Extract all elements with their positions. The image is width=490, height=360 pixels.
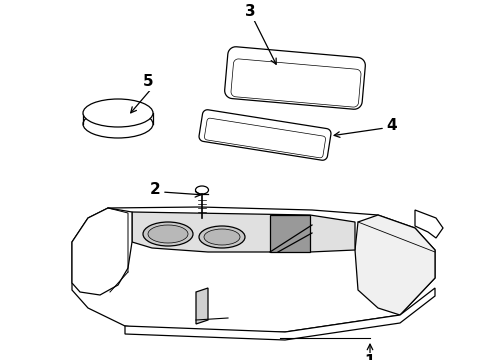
Polygon shape xyxy=(225,47,366,109)
Text: 1: 1 xyxy=(365,355,375,360)
Ellipse shape xyxy=(196,186,209,194)
Ellipse shape xyxy=(199,226,245,248)
Text: 2: 2 xyxy=(149,183,160,198)
Ellipse shape xyxy=(83,99,153,127)
Polygon shape xyxy=(415,210,443,238)
Polygon shape xyxy=(72,207,435,332)
Polygon shape xyxy=(199,110,331,160)
Text: 5: 5 xyxy=(143,75,153,90)
Polygon shape xyxy=(72,208,132,295)
Polygon shape xyxy=(231,59,361,107)
Ellipse shape xyxy=(148,225,188,243)
Polygon shape xyxy=(196,288,208,324)
Polygon shape xyxy=(125,288,435,340)
Polygon shape xyxy=(132,212,355,252)
Text: 4: 4 xyxy=(387,118,397,134)
Ellipse shape xyxy=(204,229,240,245)
Polygon shape xyxy=(270,215,310,252)
Text: 3: 3 xyxy=(245,4,255,19)
Ellipse shape xyxy=(143,222,193,246)
Polygon shape xyxy=(204,118,325,158)
Ellipse shape xyxy=(83,110,153,138)
Polygon shape xyxy=(355,215,435,315)
